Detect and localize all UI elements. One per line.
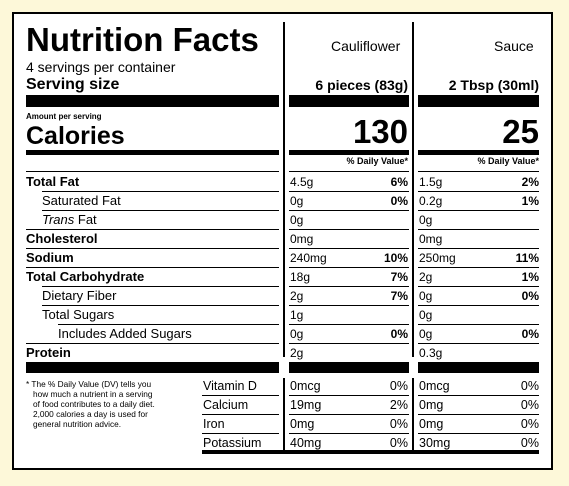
nutrient-label: Protein [26,345,71,360]
cauliflower-amount: 19mg [290,398,322,412]
cauliflower-dv: 0% [390,327,408,341]
dv-header-sauce: % Daily Value* [477,156,539,166]
footnote-line: how much a nutrient in a serving [33,389,153,399]
cauliflower-amount: 2g [290,289,304,303]
nutrient-label: Sodium [26,250,74,265]
sauce-dv: 0% [521,289,539,303]
cauliflower-amount: 0g [290,327,304,341]
cauliflower-amount: 0mg [290,232,314,246]
cauliflower-dv: 7% [390,270,408,284]
calories-sauce: 25 [502,113,539,150]
footnote-line: * The % Daily Value (DV) tells you [26,379,152,389]
sauce-amount: 0mg [419,417,444,431]
cauliflower-amount: 0mcg [290,379,321,393]
cauliflower-amount: 0mg [290,417,315,431]
serving-size-sauce: 2 Tbsp (30ml) [448,77,539,93]
nutrient-label: Saturated Fat [42,193,121,208]
nutrient-label: Total Carbohydrate [26,269,145,284]
sauce-amount: 30mg [419,436,451,450]
sauce-amount: 0g [419,327,433,341]
amount-per-serving: Amount per serving [26,112,102,121]
sauce-amount: 0mcg [419,379,450,393]
footnote-line: 2,000 calories a day is used for [33,409,148,419]
sauce-amount: 250mg [419,251,456,265]
cauliflower-amount: 0g [290,194,304,208]
cauliflower-dv: 0% [389,379,408,393]
sauce-amount: 0.3g [419,346,443,360]
servings-per-container: 4 servings per container [26,59,176,75]
cauliflower-amount: 4.5g [290,175,314,189]
sauce-dv: 0% [520,417,539,431]
sauce-dv: 0% [521,327,539,341]
cauliflower-amount: 240mg [290,251,327,265]
cauliflower-amount: 18g [290,270,311,284]
vitamin-label: Potassium [203,436,262,450]
cauliflower-amount: 0g [290,213,304,227]
label-title: Nutrition Facts [26,21,259,58]
serving-size-cauliflower: 6 pieces (83g) [315,77,408,93]
calories-label: Calories [26,122,125,150]
cauliflower-amount: 1g [290,308,304,322]
footnote-line: general nutrition advice. [33,419,122,429]
vitamin-label: Vitamin D [203,379,257,393]
dv-header-cauliflower: % Daily Value* [346,156,408,166]
cauliflower-dv: 6% [390,175,408,189]
cauliflower-amount: 40mg [290,436,322,450]
cauliflower-dv: 0% [390,194,408,208]
nutrition-facts-label: Nutrition Facts Cauliflower Sauce 4 serv… [12,12,553,470]
sauce-dv: 0% [520,379,539,393]
nutrient-label: Dietary Fiber [42,288,117,303]
sauce-dv: 11% [515,251,539,265]
sauce-dv: 2% [521,175,539,189]
cauliflower-dv: 2% [389,398,408,412]
sauce-dv: 0% [520,398,539,412]
footnote-line: of food contributes to a daily diet. [33,399,155,409]
vitamin-label: Calcium [203,398,249,412]
column-header-sauce: Sauce [494,38,534,54]
sauce-amount: 1.5g [419,175,443,189]
serving-size-label: Serving size [26,76,120,93]
sauce-amount: 0g [419,289,433,303]
sauce-dv: 1% [521,270,539,284]
nutrient-label: Total Fat [26,174,80,189]
sauce-amount: 0mg [419,232,443,246]
nutrient-label: Trans Fat [42,213,97,226]
sauce-amount: 0g [419,308,433,322]
sauce-amount: 0.2g [419,194,443,208]
nutrient-label: Includes Added Sugars [58,326,192,341]
cauliflower-dv: 7% [390,289,408,303]
sauce-amount: 2g [419,270,433,284]
sauce-amount: 0mg [419,398,444,412]
cauliflower-dv: 10% [383,251,408,265]
cauliflower-dv: 0% [389,417,408,431]
vitamin-label: Iron [203,417,225,431]
nutrient-label: Cholesterol [26,231,98,246]
nutrient-label: Total Sugars [42,307,115,322]
sauce-dv: 0% [520,436,539,450]
nutrient-label-rest: Fat [74,212,97,227]
column-header-cauliflower: Cauliflower [331,38,401,54]
nutrient-label-italic: Trans [42,212,75,227]
cauliflower-amount: 2g [290,346,304,360]
sauce-amount: 0g [419,213,433,227]
sauce-dv: 1% [521,194,539,208]
calories-cauliflower: 130 [352,113,408,150]
cauliflower-dv: 0% [389,436,408,450]
